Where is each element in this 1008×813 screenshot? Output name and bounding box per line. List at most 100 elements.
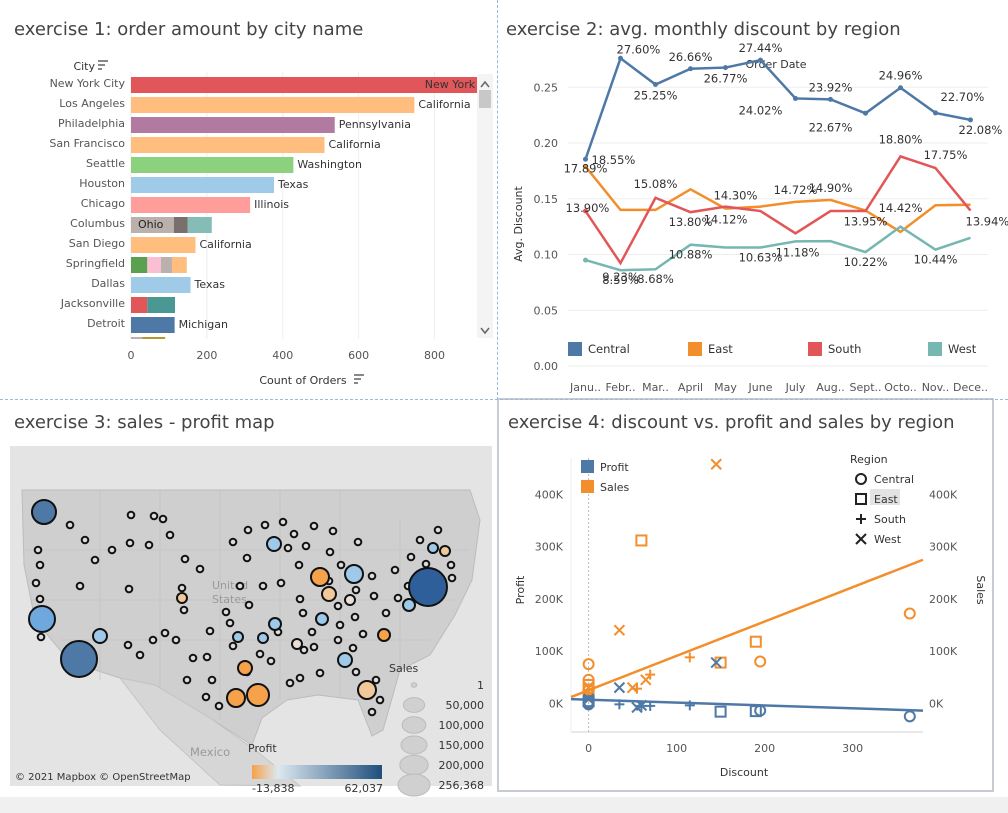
legend-swatch <box>928 342 942 356</box>
state-label: California <box>418 98 470 111</box>
map-symbol-small <box>315 668 325 678</box>
map-symbol-small <box>165 530 175 540</box>
city-label: Houston <box>79 177 125 190</box>
map-symbol <box>31 499 57 525</box>
y2-tick-label: 100K <box>929 645 958 658</box>
y-tick-label: 0.25 <box>534 81 559 94</box>
bar-segment <box>131 117 335 133</box>
y2-tick-label: 400K <box>929 489 958 502</box>
map-symbol <box>344 564 364 584</box>
map-symbol <box>344 594 356 606</box>
series-point <box>863 110 868 116</box>
series-point <box>618 55 623 61</box>
series-point <box>723 65 728 71</box>
map-symbol-small <box>289 529 299 539</box>
series-point <box>793 95 798 101</box>
series-point <box>653 82 658 88</box>
sales-legend-value: 1 <box>477 679 484 692</box>
data-label: 26.66% <box>669 50 713 64</box>
map-symbol-small <box>255 649 265 659</box>
sales-legend-title: Sales <box>389 662 419 675</box>
map-symbol-small <box>214 701 224 711</box>
panel-title: exercise 2: avg. monthly discount by reg… <box>506 19 901 40</box>
map-symbol-small <box>107 545 117 555</box>
region-legend-label: West <box>874 533 902 546</box>
sales-legend-symbol <box>399 754 429 776</box>
map-symbol <box>337 652 353 668</box>
data-label: 14.90% <box>809 181 853 195</box>
map-symbol-small <box>295 594 305 604</box>
map-symbol-small <box>406 552 416 562</box>
map-symbol-small <box>195 564 205 574</box>
data-label: 13.95% <box>844 214 888 228</box>
panel-discount-vs-profit-sales: exercise 4: discount vs. profit and sale… <box>497 398 994 792</box>
panel-sales-profit-map: exercise 3: sales - profit map United Sta… <box>0 400 497 797</box>
state-label: Texas <box>277 178 309 191</box>
scrollbar-track <box>477 74 493 338</box>
y-axis-label: Avg. Discount <box>512 185 525 261</box>
data-label: 25.25% <box>634 89 678 103</box>
series-line-south <box>584 154 972 266</box>
map-symbol-small <box>369 591 379 601</box>
city-label: Seattle <box>86 157 125 170</box>
map-symbol-small <box>242 553 252 563</box>
data-label: 27.60% <box>617 42 661 56</box>
panel-monthly-discount: exercise 2: avg. monthly discount by reg… <box>498 0 1008 399</box>
city-label: Los Angeles <box>59 97 125 110</box>
x-tick-label: 200 <box>754 742 775 755</box>
point-south <box>684 652 695 663</box>
bar-segment <box>131 197 251 213</box>
map-label-country: States <box>212 593 247 606</box>
city-label: New York City <box>50 77 126 90</box>
map-symbol-small <box>135 650 145 660</box>
map-symbol-small <box>179 605 189 615</box>
trend-line-profit <box>570 697 924 712</box>
map-symbol <box>92 628 108 644</box>
map-symbol-small <box>335 620 345 630</box>
map-symbol-small <box>148 635 158 645</box>
bar-segment <box>171 257 187 273</box>
sales-legend-value: 50,000 <box>446 699 485 712</box>
scrollbar[interactable] <box>477 74 493 338</box>
bar-segment <box>147 257 161 273</box>
map-symbol-small <box>375 695 385 705</box>
city-label: Philadelphia <box>58 117 125 130</box>
y-tick-label: 0K <box>549 697 564 710</box>
map-symbol-small <box>202 652 212 662</box>
series-point <box>583 208 588 214</box>
point-west <box>635 699 648 712</box>
x-tick-label: 100 <box>666 742 687 755</box>
map-symbol-small <box>393 593 403 603</box>
x-b <box>635 699 648 712</box>
map-symbol-small <box>225 618 235 628</box>
sales-legend-value: 200,000 <box>439 759 485 772</box>
data-label: 10.44% <box>914 253 958 267</box>
map-symbol-small <box>35 560 45 570</box>
y-tick-label: 0.20 <box>534 137 559 150</box>
x-tick-label: 800 <box>424 349 445 362</box>
point-east <box>749 705 762 718</box>
y-tick-label: 300K <box>535 541 564 554</box>
data-label: 22.70% <box>941 90 985 104</box>
map-symbol-small <box>207 675 217 685</box>
city-label: Springfield <box>66 257 125 270</box>
map-symbol <box>268 617 282 631</box>
map-symbol <box>266 536 282 552</box>
series-line-west <box>585 225 971 272</box>
map-symbol-small <box>447 573 457 583</box>
x-tick-label: April <box>678 381 703 394</box>
state-label: California <box>199 238 251 251</box>
bar-segment <box>160 257 172 273</box>
profit-legend-min: -13,838 <box>252 782 294 795</box>
point-central <box>855 473 867 485</box>
sales-legend-value: 256,368 <box>439 779 485 792</box>
data-label: 23.92% <box>809 80 853 94</box>
legend-label: South <box>828 342 861 356</box>
map-symbol-small <box>80 535 90 545</box>
map-symbol-small <box>123 640 133 650</box>
data-label: 13.80% <box>669 215 713 229</box>
bar-segment <box>173 217 188 233</box>
bar-segment <box>131 237 196 253</box>
city-header-label: City <box>73 60 95 73</box>
